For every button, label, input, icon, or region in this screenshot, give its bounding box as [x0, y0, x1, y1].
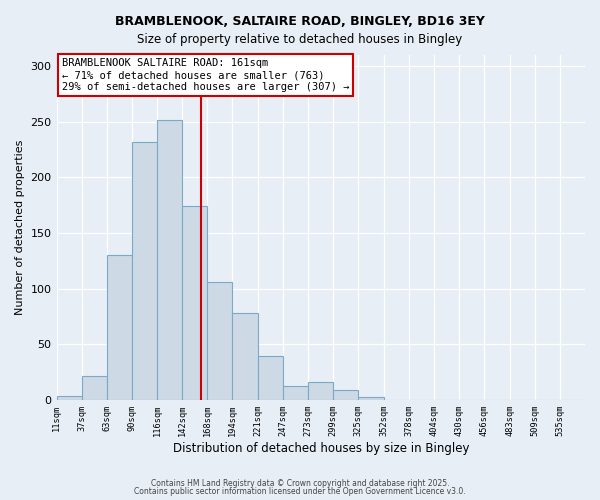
- Text: BRAMBLENOOK SALTAIRE ROAD: 161sqm
← 71% of detached houses are smaller (763)
29%: BRAMBLENOOK SALTAIRE ROAD: 161sqm ← 71% …: [62, 58, 349, 92]
- Bar: [358, 396, 384, 400]
- Bar: [82, 376, 107, 400]
- Bar: [157, 120, 182, 400]
- Text: Contains public sector information licensed under the Open Government Licence v3: Contains public sector information licen…: [134, 487, 466, 496]
- Bar: [56, 396, 82, 400]
- Text: BRAMBLENOOK, SALTAIRE ROAD, BINGLEY, BD16 3EY: BRAMBLENOOK, SALTAIRE ROAD, BINGLEY, BD1…: [115, 15, 485, 28]
- Text: Size of property relative to detached houses in Bingley: Size of property relative to detached ho…: [137, 32, 463, 46]
- Bar: [133, 142, 157, 400]
- X-axis label: Distribution of detached houses by size in Bingley: Distribution of detached houses by size …: [173, 442, 469, 455]
- Bar: [308, 382, 333, 400]
- Bar: [283, 386, 308, 400]
- Bar: [259, 356, 283, 400]
- Bar: [182, 206, 208, 400]
- Bar: [333, 390, 358, 400]
- Bar: [208, 282, 232, 400]
- Bar: [107, 256, 133, 400]
- Text: Contains HM Land Registry data © Crown copyright and database right 2025.: Contains HM Land Registry data © Crown c…: [151, 478, 449, 488]
- Bar: [232, 314, 259, 400]
- Y-axis label: Number of detached properties: Number of detached properties: [15, 140, 25, 315]
